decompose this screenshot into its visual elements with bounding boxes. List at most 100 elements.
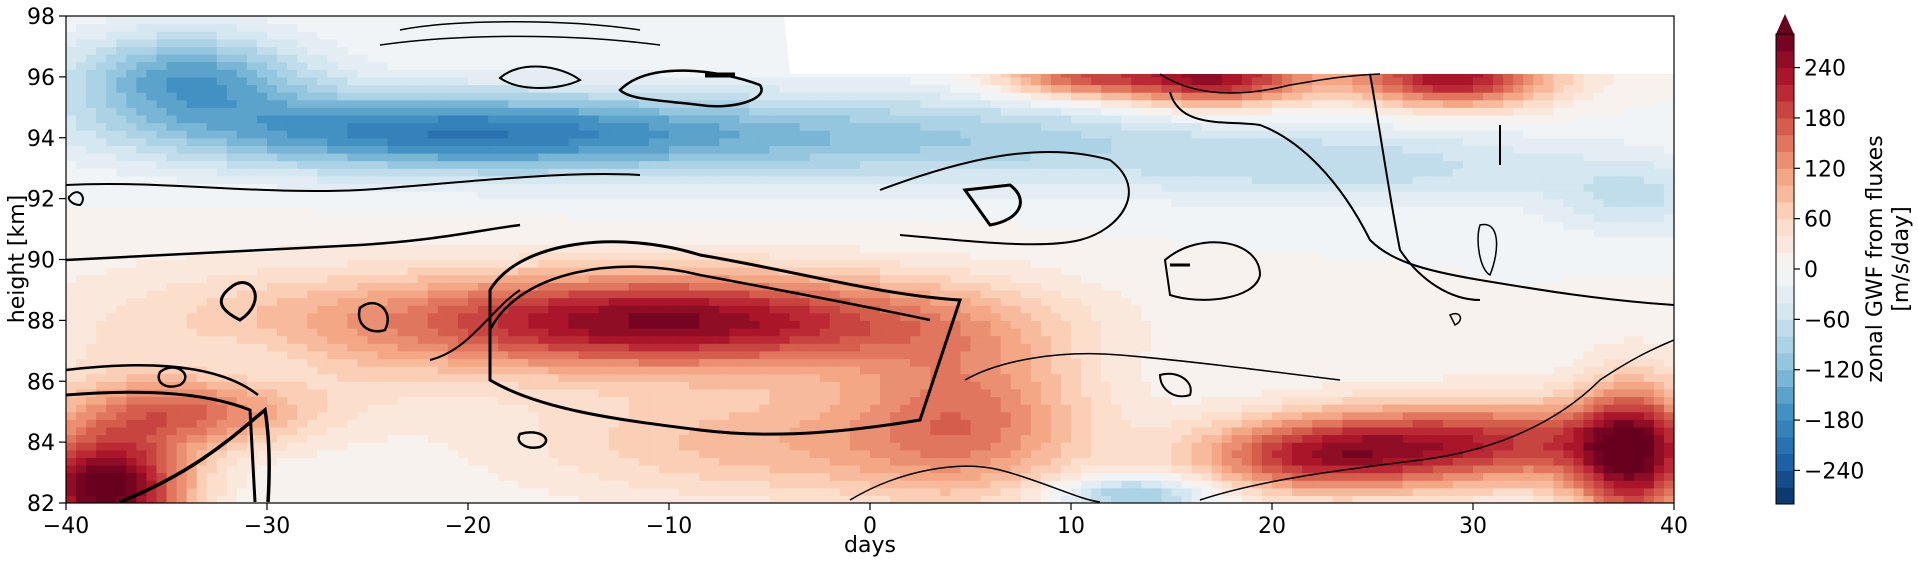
heatmap-cell [478,449,489,458]
heatmap-cell [709,434,720,443]
heatmap-cell [156,297,168,306]
heatmap-cell [1030,396,1042,405]
heatmap-cell [739,411,750,420]
heatmap-cell [1402,373,1414,382]
heatmap-cell [1201,358,1213,367]
heatmap-cell [327,388,338,398]
heatmap-cell [1071,464,1082,474]
heatmap-cell [367,358,379,367]
heatmap-cell [980,411,992,420]
heatmap-cell [1111,449,1122,458]
heatmap-cell [960,312,972,321]
heatmap-cell [689,381,700,390]
heatmap-cell [538,487,549,496]
heatmap-cell [1272,381,1283,390]
heatmap-cell [689,419,700,428]
heatmap-cell [1392,411,1404,420]
heatmap-cell [1493,388,1504,398]
heatmap-cell [1483,305,1494,314]
heatmap-cell [236,297,248,306]
heatmap-cell [1020,472,1032,481]
heatmap-cell [256,487,268,496]
heatmap-cell [648,434,660,443]
heatmap-cell [779,487,791,496]
heatmap-cell [1573,381,1585,390]
heatmap-cell [1663,297,1674,306]
heatmap-cell [508,457,519,466]
heatmap-cell [267,267,278,276]
heatmap-cell [307,320,318,329]
heatmap-cell [970,495,982,503]
heatmap-cell [176,442,188,451]
heatmap-cell [206,305,218,314]
heatmap-cell [1653,320,1665,329]
heatmap-cell [689,274,700,283]
heatmap-cell [1553,472,1565,481]
heatmap-cell [1583,335,1595,344]
heatmap-cell [950,411,962,420]
heatmap-cell [256,396,268,405]
heatmap-cell [1362,434,1374,443]
heatmap-cell [658,297,670,306]
heatmap-cell [1101,396,1112,405]
heatmap-cell [1131,472,1142,481]
heatmap-cell [1050,312,1062,321]
heatmap-cell [568,381,580,390]
heatmap-cell [317,297,328,306]
heatmap-cell [799,366,811,375]
heatmap-cell [880,343,891,352]
heatmap-cell [468,419,479,428]
heatmap-cell [196,396,208,405]
heatmap-cell [1221,373,1233,382]
heatmap-cell [588,472,600,481]
heatmap-cell [1503,419,1514,428]
heatmap-cell [1302,411,1313,420]
heatmap-cell [1302,480,1313,489]
heatmap-cell [1071,327,1082,337]
heatmap-cell [1573,434,1585,443]
heatmap-cell [1543,320,1554,329]
heatmap-cell [216,320,228,329]
heatmap-cell [307,457,318,466]
heatmap-cell [367,404,379,413]
heatmap-cell [1302,487,1313,496]
heatmap-cell [1613,495,1625,503]
heatmap-cell [1362,366,1374,375]
heatmap-cell [277,343,288,352]
heatmap-cell [699,327,710,337]
heatmap-cell [1231,305,1243,314]
heatmap-cell [66,305,77,314]
heatmap-cell [1462,426,1474,436]
heatmap-cell [1533,358,1544,367]
heatmap-cell [176,335,188,344]
heatmap-cell [588,343,600,352]
heatmap-cell [387,289,399,299]
heatmap-cell [1091,487,1102,496]
heatmap-cell [1050,404,1062,413]
heatmap-cell [1653,297,1665,306]
heatmap-cell [337,457,348,466]
heatmap-cell [498,449,509,458]
heatmap-cell [176,259,188,268]
heatmap-cell [1483,312,1494,321]
heatmap-cell [1392,366,1404,375]
heatmap-cell [669,449,680,458]
heatmap-cell [126,381,137,390]
heatmap-cell [156,373,168,382]
heatmap-cell [759,289,771,299]
heatmap-cell [940,419,951,428]
heatmap-cell [76,312,87,321]
heatmap-cell [608,335,620,344]
heatmap-cell [96,289,107,299]
heatmap-cell [196,259,208,268]
heatmap-cell [799,396,811,405]
heatmap-cell [849,320,861,329]
heatmap-cell [839,366,851,375]
heatmap-cell [799,335,811,344]
heatmap-cell [307,419,318,428]
heatmap-cell [719,267,730,276]
heatmap-cell [940,495,951,503]
heatmap-cell [729,267,740,276]
heatmap-cell [849,411,861,420]
heatmap-cell [588,327,600,337]
